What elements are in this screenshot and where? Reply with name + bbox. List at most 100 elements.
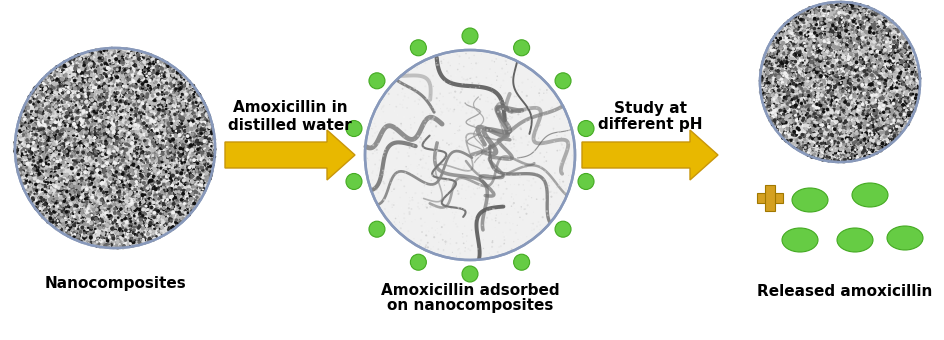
Point <box>50 95 65 100</box>
Point <box>172 168 187 173</box>
Point <box>114 213 129 218</box>
Point <box>31 163 46 169</box>
Point <box>762 57 777 63</box>
Point <box>876 107 891 112</box>
Point <box>843 111 858 116</box>
Point <box>38 97 53 102</box>
Point <box>39 191 54 197</box>
Point <box>101 128 116 133</box>
Point <box>124 59 139 64</box>
Point <box>156 212 171 218</box>
Point <box>886 64 902 70</box>
Point <box>888 68 903 74</box>
Point <box>153 152 168 157</box>
Point <box>110 231 126 236</box>
Point <box>888 26 903 32</box>
Point <box>368 124 383 129</box>
Point <box>97 134 112 139</box>
Point <box>532 186 548 191</box>
Point <box>806 142 821 148</box>
Point <box>25 111 40 116</box>
Point <box>115 60 130 65</box>
Point <box>878 121 893 127</box>
Point <box>46 204 61 210</box>
Point <box>43 147 59 152</box>
Point <box>67 233 82 238</box>
Point <box>820 69 835 74</box>
Point <box>880 121 895 126</box>
Point <box>112 170 127 175</box>
Point <box>101 244 116 249</box>
Point <box>149 108 164 114</box>
Point <box>79 219 94 225</box>
Point <box>157 60 172 65</box>
Point <box>104 159 119 165</box>
Point <box>132 172 147 177</box>
Point <box>882 134 897 140</box>
Point <box>826 80 841 85</box>
Point <box>811 150 826 156</box>
Point <box>41 115 56 121</box>
Point <box>183 182 198 187</box>
Point <box>807 92 822 98</box>
Point <box>844 83 859 89</box>
Point <box>123 232 138 237</box>
Point <box>111 209 126 215</box>
Point <box>50 199 65 204</box>
Point <box>90 76 105 82</box>
Point <box>466 107 481 112</box>
Point <box>815 108 830 113</box>
Point <box>105 151 120 156</box>
Point <box>791 49 806 55</box>
Point <box>182 128 197 133</box>
Point <box>803 82 818 87</box>
Point <box>137 106 152 112</box>
Point <box>168 160 183 166</box>
Point <box>67 138 82 143</box>
Point <box>109 164 124 169</box>
Point <box>769 68 784 74</box>
Point <box>863 51 878 56</box>
Point <box>71 137 86 143</box>
Point <box>851 129 867 135</box>
Point <box>160 125 175 131</box>
Point <box>127 102 143 107</box>
Point <box>852 76 868 81</box>
Point <box>130 109 145 115</box>
Point <box>844 5 859 11</box>
Point <box>76 141 91 146</box>
Point <box>48 204 63 209</box>
Point <box>94 97 110 102</box>
Point <box>147 208 162 214</box>
Point <box>856 7 871 12</box>
Point <box>168 77 183 83</box>
Point <box>775 80 790 86</box>
Point <box>154 156 169 162</box>
Point <box>80 206 95 211</box>
Point <box>134 176 149 182</box>
Point <box>818 136 833 141</box>
Point <box>201 166 216 171</box>
Point <box>417 141 432 146</box>
Point <box>172 132 187 138</box>
Point <box>186 193 201 198</box>
Point <box>34 97 49 103</box>
Point <box>110 77 125 82</box>
Point <box>130 202 145 207</box>
Point <box>54 218 69 224</box>
Point <box>58 159 73 165</box>
Point <box>168 68 183 73</box>
Point <box>413 216 428 221</box>
Point <box>78 101 93 107</box>
Point <box>164 193 179 199</box>
Point <box>427 133 442 138</box>
Point <box>846 110 861 116</box>
Point <box>817 21 832 27</box>
Point <box>780 101 795 107</box>
Point <box>148 100 163 105</box>
Point <box>171 121 186 126</box>
Point <box>559 129 574 135</box>
Point <box>876 144 891 150</box>
Point <box>160 206 176 212</box>
Point <box>842 90 857 96</box>
